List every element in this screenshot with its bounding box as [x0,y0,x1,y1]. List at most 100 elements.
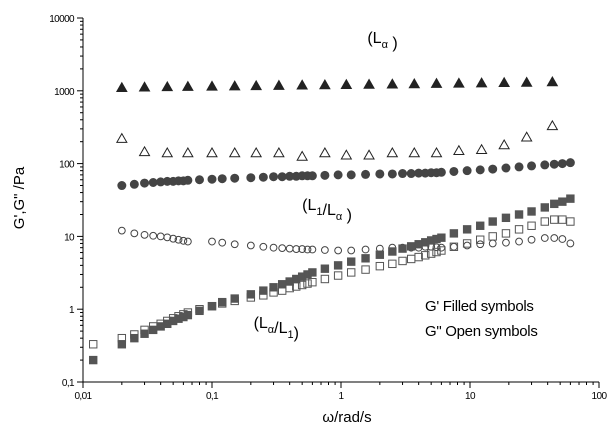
data-point-filled-triangle [273,79,285,90]
data-point-filled-square [566,194,575,203]
data-point-open-square [174,312,183,321]
data-point-filled-circle [549,159,559,169]
data-point-filled-triangle [475,77,488,88]
data-point-filled-square [375,250,385,259]
data-point-filled-circle [230,173,240,183]
data-point-open-triangle [250,146,263,158]
data-point-open-square [117,333,127,343]
data-point-filled-circle [117,181,127,191]
data-point-open-circle [566,239,575,248]
data-point-filled-triangle [520,76,533,87]
phase-annotation-3: (Lα/L1) [254,315,299,342]
data-point-open-square [333,271,343,280]
data-point-open-circle [163,233,172,242]
legend-entry-filled: G' Filled symbols [425,298,534,315]
data-point-open-triangle [296,150,309,161]
data-point-open-square [527,221,536,230]
data-point-open-square [195,305,204,314]
data-point-filled-circle [514,162,524,172]
data-point-filled-circle [346,170,356,180]
data-point-open-circle [156,232,165,241]
data-point-open-triangle [475,143,488,154]
data-point-filled-square [476,221,485,230]
data-point-open-circle [149,231,158,240]
data-point-filled-circle [207,174,217,184]
data-point-open-square [259,291,268,300]
data-point-filled-triangle [340,78,353,90]
data-point-open-square [437,246,446,255]
data-point-open-square [388,259,397,269]
data-point-filled-triangle [430,77,443,88]
data-point-open-square [488,232,497,241]
data-point-filled-circle [475,165,485,175]
data-point-filled-circle [140,178,150,188]
data-point-filled-square [230,294,239,303]
data-point-open-triangle [386,146,399,158]
data-point-open-square [320,274,330,284]
x-tick-label: 0,01 [74,391,92,402]
data-point-open-circle [230,240,239,249]
data-point-open-circle [130,229,139,238]
data-point-open-square [432,247,441,257]
data-point-filled-square [347,257,356,266]
x-tick-label: 0,1 [206,391,219,402]
data-point-open-triangle [363,149,375,160]
data-point-open-circle [246,241,255,250]
data-point-open-square [269,288,278,297]
data-point-open-square [230,296,239,306]
data-point-open-circle [259,242,268,251]
data-point-open-square [566,217,575,226]
x-tick-label: 10 [465,391,476,402]
data-point-filled-square [406,242,416,251]
data-point-open-circle [117,226,126,235]
data-point-open-circle [208,237,216,246]
data-point-open-square [501,229,511,238]
data-point-filled-triangle [115,81,128,93]
data-point-filled-square [320,264,330,273]
phase-annotation-2: (L1/Lα ) [302,197,352,224]
data-point-open-square [347,268,356,277]
data-point-open-square [292,282,301,291]
data-point-open-circle [558,235,567,243]
data-point-open-square [361,265,370,274]
data-point-open-square [406,254,416,264]
data-point-filled-circle [488,164,498,174]
data-point-open-circle [292,245,301,253]
data-point-filled-square [488,217,497,226]
data-point-open-triangle [340,149,353,160]
data-point-open-circle [476,240,485,249]
data-point-filled-square [558,197,567,206]
data-point-open-square [303,279,312,288]
data-point-filled-circle [194,175,204,185]
data-point-open-square [550,215,559,224]
y-axis-title: G',G" /Pa [11,166,28,229]
data-point-filled-circle [217,174,227,184]
data-point-filled-triangle [453,77,465,88]
data-point-open-triangle [273,146,285,158]
data-point-filled-triangle [546,76,559,87]
data-point-open-circle [298,245,307,253]
data-point-filled-circle [398,169,408,179]
data-point-filled-circle [462,166,472,176]
data-point-filled-triangle [228,80,241,91]
data-marks [89,76,575,365]
data-point-open-circle [527,235,536,244]
data-point-open-circle [449,242,458,251]
data-point-open-circle [179,236,188,245]
data-point-filled-square [437,233,446,242]
data-point-open-square [558,215,567,224]
data-point-open-square [540,217,549,226]
data-point-open-triangle [206,146,218,158]
data-point-filled-circle [129,179,139,189]
data-point-filled-square [449,229,459,238]
axes: 0,01 0,1 1 10 100 0,1 1 10 100 1000 10000 [49,14,608,402]
data-point-open-circle [218,238,227,247]
data-point-open-circle [320,246,329,254]
data-point-filled-square [246,290,256,299]
data-point-open-square [156,319,165,329]
data-point-filled-circle [387,169,397,179]
data-point-open-square [89,340,98,349]
data-point-open-triangle [430,146,443,158]
data-point-open-square [285,283,294,293]
data-point-open-circle [303,245,312,254]
